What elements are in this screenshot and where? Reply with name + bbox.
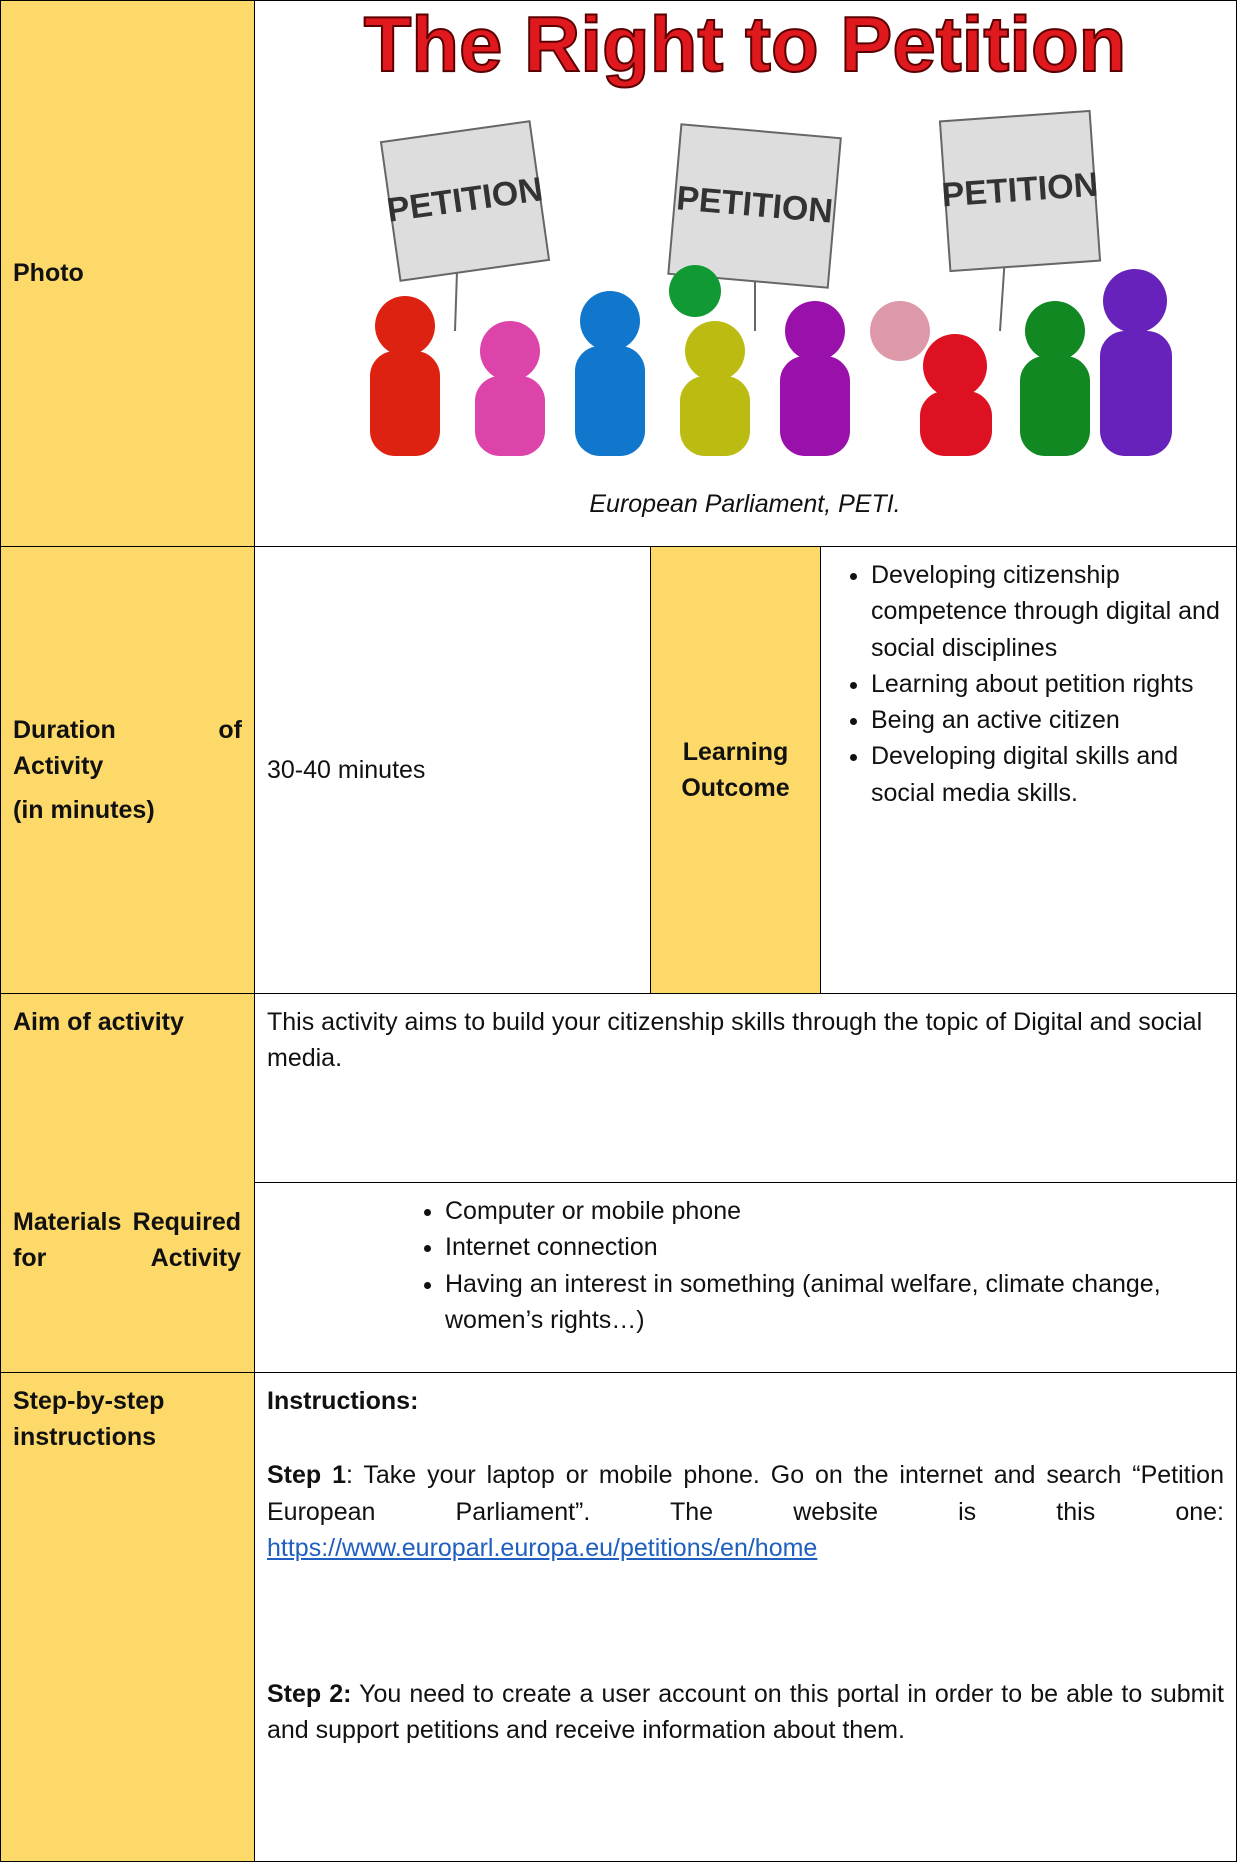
label-cell: Duration of Activity (in minutes): [0, 546, 255, 994]
list-item: Developing citizenship competence throug…: [871, 557, 1224, 666]
value-cell: 30-40 minutes: [254, 546, 651, 994]
label: Duration of Activity: [13, 715, 242, 780]
list-item: Internet connection: [445, 1229, 1224, 1265]
label-cell: Learning Outcome: [650, 546, 821, 994]
caption: European Parliament, PETI.: [589, 490, 901, 518]
list-item: Developing digital skills and social med…: [871, 738, 1224, 811]
step-text: You need to create a user account on thi…: [267, 1680, 1224, 1745]
text-cell: Instructions: Step 1: Take your laptop o…: [254, 1372, 1237, 1862]
label-cell: Photo: [0, 0, 255, 547]
list-cell: Developing citizenship competence throug…: [820, 546, 1237, 994]
label: Aim of activity: [13, 1008, 184, 1036]
label: Step-by-step instructions: [13, 1387, 165, 1452]
step-label: Step 1: [267, 1461, 346, 1490]
label-cell: Step-by-step instructions: [0, 1372, 255, 1862]
list-item: Being an active citizen: [871, 702, 1224, 738]
aim-text: This activity aims to build your citizen…: [267, 1008, 1203, 1073]
sublabel: (in minutes): [13, 796, 155, 825]
text-cell: This activity aims to build your citizen…: [254, 993, 1237, 1183]
duration: 30-40 minutes: [267, 755, 426, 784]
image-title: The Right to Petition: [364, 1, 1127, 88]
list-cell: Computer or mobile phoneInternet connect…: [254, 1182, 1237, 1373]
step-text: : Take your laptop or mobile phone. Go o…: [267, 1461, 1224, 1526]
list: Computer or mobile phoneInternet connect…: [395, 1193, 1224, 1338]
photo: The Right to Petition PETITION PETITION …: [363, 1, 1172, 456]
label-cell: Aim of activity Materials Required for A…: [0, 993, 255, 1373]
label: Materials Required for Activity: [13, 1208, 241, 1273]
list-item: Having an interest in something (animal …: [445, 1266, 1224, 1339]
list-item: Computer or mobile phone: [445, 1193, 1224, 1229]
link[interactable]: https://www.europarl.europa.eu/petitions…: [267, 1533, 818, 1562]
label: Learning Outcome: [681, 737, 790, 802]
list-item: Learning about petition rights: [871, 666, 1224, 702]
step-label: Step 2:: [267, 1680, 352, 1708]
photo-cell: The Right to Petition PETITION PETITION …: [254, 0, 1237, 547]
heading: Instructions:: [267, 1387, 419, 1415]
list: Developing citizenship competence throug…: [821, 557, 1224, 811]
label: Photo: [13, 259, 84, 288]
